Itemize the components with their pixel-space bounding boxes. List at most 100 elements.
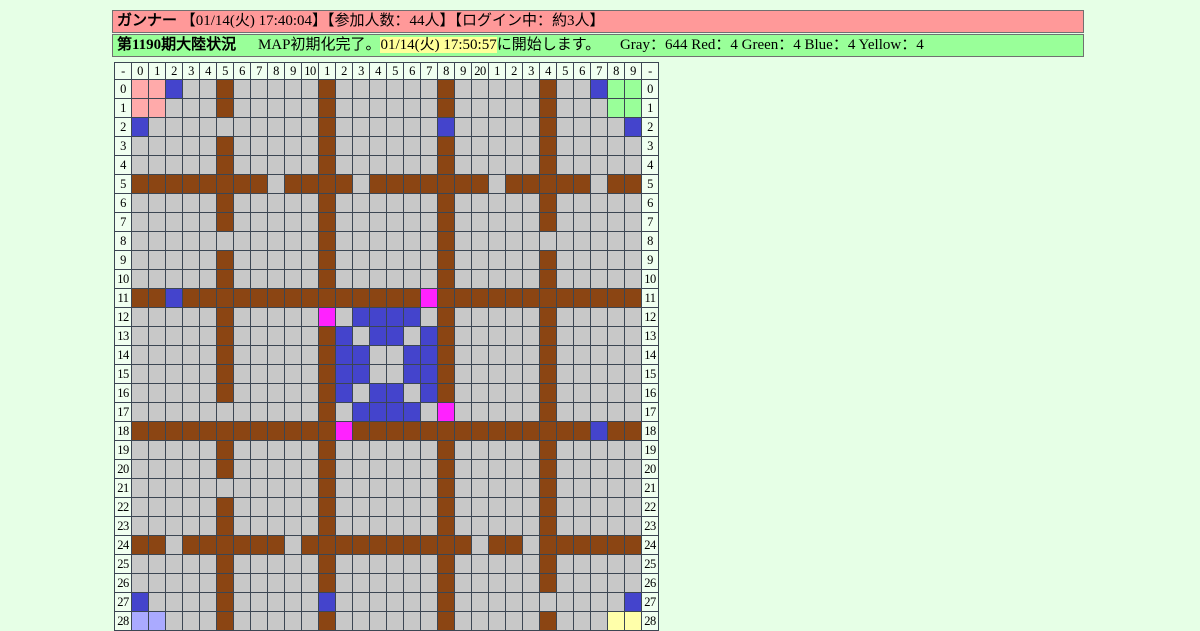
map-cell xyxy=(471,212,489,232)
map-cell xyxy=(148,136,166,156)
map-cell xyxy=(437,79,455,99)
map-cell xyxy=(267,155,285,175)
map-cell xyxy=(556,174,574,194)
map-cell xyxy=(471,421,489,441)
map-cell xyxy=(454,440,472,460)
map-cell xyxy=(165,383,183,403)
col-header: 2 xyxy=(505,62,523,80)
map-row: 13 13 xyxy=(114,326,659,346)
map-cell xyxy=(624,440,642,460)
map-cell xyxy=(216,345,234,365)
row-label-left: 13 xyxy=(114,326,132,346)
map-cell xyxy=(199,573,217,593)
map-cell xyxy=(488,174,506,194)
row-label-left: 20 xyxy=(114,459,132,479)
map-cell xyxy=(556,79,574,99)
map-cell xyxy=(182,573,200,593)
map-cell xyxy=(590,478,608,498)
game-info: 【01/14(火) 17:40:04】【参加人数：44人】【ログイン中：約3人】 xyxy=(180,13,605,29)
map-cell xyxy=(420,307,438,327)
map-cell xyxy=(301,497,319,517)
map-cell xyxy=(539,269,557,289)
map-cell xyxy=(165,98,183,118)
map-cell xyxy=(267,136,285,156)
map-cell xyxy=(607,193,625,213)
map-cell xyxy=(573,212,591,232)
map-cell xyxy=(454,193,472,213)
map-cell xyxy=(454,516,472,536)
map-cell xyxy=(386,459,404,479)
map-cell xyxy=(148,98,166,118)
map-cell xyxy=(335,269,353,289)
map-cell xyxy=(369,478,387,498)
map-cell xyxy=(420,326,438,346)
map-cell xyxy=(607,497,625,517)
map-cell xyxy=(233,573,251,593)
map-cell xyxy=(165,573,183,593)
map-cell xyxy=(216,269,234,289)
map-cell xyxy=(488,421,506,441)
map-cell xyxy=(556,535,574,555)
row-label-right: 3 xyxy=(641,136,659,156)
col-header: 6 xyxy=(403,62,421,80)
map-cell xyxy=(352,402,370,422)
map-cell xyxy=(216,440,234,460)
map-cell xyxy=(284,155,302,175)
row-label-left: 1 xyxy=(114,98,132,118)
map-cell xyxy=(165,250,183,270)
row-label-right: 20 xyxy=(641,459,659,479)
map-cell xyxy=(488,535,506,555)
map-cell xyxy=(369,611,387,631)
map-cell xyxy=(284,136,302,156)
map-cell xyxy=(199,269,217,289)
map-cell xyxy=(335,421,353,441)
map-cell xyxy=(607,383,625,403)
col-header: 4 xyxy=(369,62,387,80)
map-cell xyxy=(420,611,438,631)
map-cell xyxy=(216,98,234,118)
map-cell xyxy=(182,250,200,270)
map-cell xyxy=(182,440,200,460)
col-header: 1 xyxy=(318,62,336,80)
map-cell xyxy=(131,459,149,479)
map-cell xyxy=(182,611,200,631)
map-cell xyxy=(624,307,642,327)
map-cell xyxy=(165,459,183,479)
status-bar: 第1190期大陸状況 MAP初期化完了。01/14(火) 17:50:57に開始… xyxy=(112,34,1084,57)
map-cell xyxy=(437,345,455,365)
col-header: 7 xyxy=(420,62,438,80)
map-cell xyxy=(182,421,200,441)
map-cell xyxy=(199,440,217,460)
map-cell xyxy=(471,364,489,384)
map-cell xyxy=(471,535,489,555)
map-cell xyxy=(539,79,557,99)
map-cell xyxy=(284,497,302,517)
col-header: 3 xyxy=(352,62,370,80)
map-cell xyxy=(539,592,557,612)
map-cell xyxy=(590,535,608,555)
map-cell xyxy=(590,459,608,479)
map-cell xyxy=(420,155,438,175)
map-cell xyxy=(590,554,608,574)
map-cell xyxy=(352,117,370,137)
map-cell xyxy=(182,497,200,517)
map-cell xyxy=(488,98,506,118)
map-row: 27 27 xyxy=(114,592,659,612)
map-cell xyxy=(335,117,353,137)
map-cell xyxy=(284,402,302,422)
map-cell xyxy=(182,554,200,574)
col-header: 1 xyxy=(488,62,506,80)
map-cell xyxy=(471,383,489,403)
map-cell xyxy=(505,421,523,441)
row-label-right: 6 xyxy=(641,193,659,213)
map-cell xyxy=(573,459,591,479)
map-cell xyxy=(318,212,336,232)
map-cell xyxy=(488,402,506,422)
map-cell xyxy=(624,573,642,593)
map-cell xyxy=(369,212,387,232)
map-cell xyxy=(437,98,455,118)
map-cell xyxy=(352,193,370,213)
